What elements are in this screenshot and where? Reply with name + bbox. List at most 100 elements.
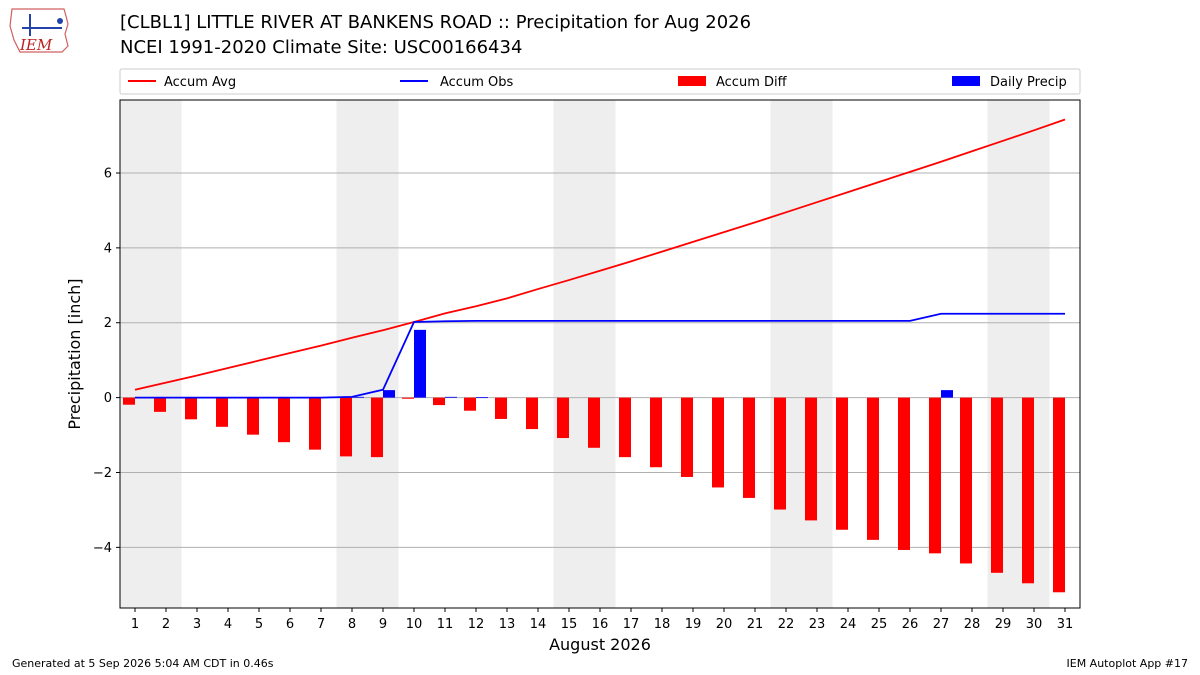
chart-title-line2: NCEI 1991-2020 Climate Site: USC00166434 bbox=[120, 37, 523, 58]
legend: Accum Avg Accum Obs Accum Diff Daily Pre… bbox=[119, 68, 1081, 95]
iem-logo: IEM bbox=[9, 8, 69, 54]
legend-label-accum-avg: Accum Avg bbox=[164, 75, 236, 90]
daily-precip-bar bbox=[414, 329, 426, 398]
x-tick-label: 5 bbox=[255, 617, 263, 632]
legend-swatch-daily-precip bbox=[952, 76, 980, 86]
x-tick-label: 13 bbox=[499, 617, 516, 632]
x-tick-label: 4 bbox=[224, 617, 232, 632]
accum-diff-bar bbox=[464, 397, 476, 411]
accum-diff-bar bbox=[867, 397, 879, 540]
accum-diff-bar bbox=[743, 397, 755, 498]
y-tick-label: −2 bbox=[93, 466, 112, 481]
x-tick-label: 12 bbox=[468, 617, 485, 632]
x-tick-label: 7 bbox=[317, 617, 325, 632]
accum-diff-bar bbox=[154, 397, 166, 412]
accum-diff-bar bbox=[836, 397, 848, 530]
accum-diff-bar bbox=[557, 397, 569, 439]
weekend-band bbox=[120, 100, 182, 608]
daily-precip-bar bbox=[941, 390, 953, 398]
legend-label-accum-obs: Accum Obs bbox=[440, 75, 513, 90]
x-tick-label: 27 bbox=[933, 617, 950, 632]
accum-diff-bar bbox=[278, 397, 290, 443]
y-axis-ticks: −4 −2 0 2 4 6 bbox=[93, 166, 120, 556]
x-tick-label: 30 bbox=[1026, 617, 1043, 632]
x-tick-label: 22 bbox=[778, 617, 795, 632]
accum-diff-bar bbox=[1053, 397, 1065, 593]
x-axis-label: August 2026 bbox=[549, 635, 651, 654]
x-tick-label: 25 bbox=[871, 617, 888, 632]
accum-diff-bar bbox=[805, 397, 817, 521]
generated-timestamp: Generated at 5 Sep 2026 5:04 AM CDT in 0… bbox=[12, 657, 274, 670]
x-tick-label: 28 bbox=[964, 617, 981, 632]
accum-diff-bars bbox=[123, 397, 1065, 593]
x-tick-label: 29 bbox=[995, 617, 1012, 632]
x-tick-label: 26 bbox=[902, 617, 919, 632]
x-tick-label: 3 bbox=[193, 617, 201, 632]
accum-avg-line bbox=[134, 118, 1066, 391]
daily-precip-bars bbox=[352, 329, 953, 399]
x-tick-label: 18 bbox=[654, 617, 671, 632]
x-tick-label: 17 bbox=[623, 617, 640, 632]
accum-diff-bar bbox=[185, 397, 197, 420]
accum-diff-bar bbox=[960, 397, 972, 564]
y-tick-label: 0 bbox=[104, 391, 112, 406]
x-tick-label: 19 bbox=[685, 617, 702, 632]
y-tick-label: 2 bbox=[104, 316, 112, 331]
x-axis-ticks: 1 2 3 4 5 6 7 8 9 10 11 12 13 14 15 16 17 18 19 20 21 22 23 24 2… bbox=[131, 608, 1073, 632]
accum-diff-bar bbox=[929, 397, 941, 554]
accum-diff-bar bbox=[247, 397, 259, 435]
daily-precip-bar bbox=[383, 390, 395, 398]
accum-diff-bar bbox=[123, 397, 135, 405]
legend-label-accum-diff: Accum Diff bbox=[716, 75, 788, 90]
legend-frame bbox=[119, 68, 1081, 95]
weather-sensor-dot bbox=[57, 18, 63, 24]
x-tick-label: 24 bbox=[840, 617, 857, 632]
accum-diff-bar bbox=[712, 397, 724, 488]
x-tick-label: 6 bbox=[286, 617, 294, 632]
accum-diff-bar bbox=[991, 397, 1003, 573]
accum-diff-bar bbox=[774, 397, 786, 510]
accum-diff-bar bbox=[309, 397, 321, 450]
chart-title-line1: [CLBL1] LITTLE RIVER AT BANKENS ROAD :: … bbox=[120, 12, 752, 33]
accum-diff-bar bbox=[216, 397, 228, 427]
x-tick-label: 20 bbox=[716, 617, 733, 632]
accum-diff-bar bbox=[402, 397, 414, 399]
y-tick-label: −4 bbox=[93, 541, 112, 556]
x-tick-label: 1 bbox=[131, 617, 139, 632]
accum-diff-bar bbox=[433, 397, 445, 406]
x-tick-label: 11 bbox=[437, 617, 454, 632]
y-tick-label: 6 bbox=[104, 166, 112, 181]
x-tick-label: 15 bbox=[561, 617, 578, 632]
x-tick-label: 16 bbox=[592, 617, 609, 632]
weekend-bands bbox=[120, 100, 1050, 608]
weekend-band bbox=[553, 100, 616, 608]
x-tick-label: 2 bbox=[162, 617, 170, 632]
accum-diff-bar bbox=[681, 397, 693, 477]
x-tick-label: 31 bbox=[1057, 617, 1074, 632]
app-credit: IEM Autoplot App #17 bbox=[1066, 657, 1189, 670]
weekend-band bbox=[770, 100, 833, 608]
y-axis-label: Precipitation [inch] bbox=[65, 278, 84, 429]
weekend-band bbox=[336, 100, 399, 608]
iowa-outline-shape bbox=[9, 8, 69, 53]
accum-diff-bar bbox=[619, 397, 631, 458]
x-tick-label: 23 bbox=[809, 617, 826, 632]
accum-diff-bar bbox=[650, 397, 662, 468]
accum-diff-bar bbox=[371, 397, 383, 458]
accum-diff-bar bbox=[495, 397, 507, 419]
x-tick-label: 9 bbox=[379, 617, 387, 632]
legend-swatch-accum-diff bbox=[678, 76, 706, 86]
x-tick-label: 14 bbox=[530, 617, 547, 632]
x-tick-label: 8 bbox=[348, 617, 356, 632]
x-tick-label: 10 bbox=[406, 617, 423, 632]
accum-diff-bar bbox=[340, 397, 352, 457]
daily-precip-bar bbox=[476, 397, 488, 399]
accum-diff-bar bbox=[588, 397, 600, 448]
accum-diff-bar bbox=[1022, 397, 1034, 584]
y-tick-label: 4 bbox=[104, 241, 112, 256]
daily-precip-bar bbox=[445, 396, 457, 398]
x-tick-label: 21 bbox=[747, 617, 764, 632]
accum-diff-bar bbox=[898, 397, 910, 550]
accum-diff-bar bbox=[526, 397, 538, 430]
